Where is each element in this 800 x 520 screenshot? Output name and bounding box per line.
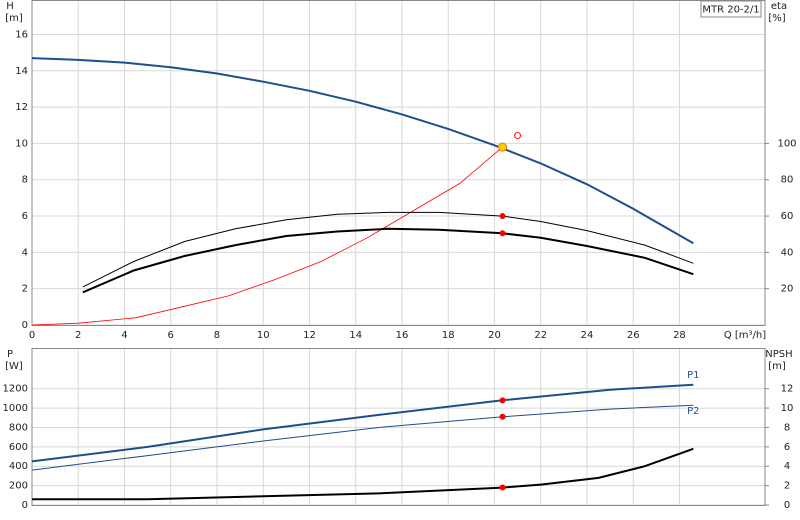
y2-tick-label: 0 (784, 500, 790, 511)
y2-axis-label: eta (771, 1, 787, 12)
y-axis-unit: [W] (5, 361, 23, 372)
curve (32, 447, 694, 501)
curve (82, 227, 694, 294)
y-tick-label: 400 (9, 461, 28, 472)
x-tick-label: 0 (29, 330, 35, 341)
y2-tick-label: 4 (784, 461, 790, 472)
curve (31, 404, 694, 471)
x-tick-label: 26 (627, 330, 640, 341)
y2-tick-label: 80 (781, 175, 794, 186)
operating-point (499, 397, 506, 404)
y2-tick-label: 10 (781, 403, 794, 414)
operating-point (498, 142, 508, 152)
y-axis-label: H (6, 1, 14, 12)
y2-tick-label: 40 (781, 247, 794, 258)
curve (31, 383, 694, 463)
operating-point (499, 230, 506, 237)
x-tick-label: 20 (488, 330, 501, 341)
x-tick-label: 14 (349, 330, 362, 341)
x-axis-label: Q [m³/h] (724, 330, 766, 341)
curve (31, 57, 694, 245)
y2-axis-unit: [%] (768, 13, 785, 24)
y-tick-label: 800 (9, 422, 28, 433)
x-tick-label: 18 (442, 330, 455, 341)
y-tick-label: 16 (15, 29, 28, 40)
operating-point (499, 413, 506, 420)
y-tick-label: 14 (15, 66, 28, 77)
y-tick-label: 1200 (3, 384, 28, 395)
legend-text: MTR 20-2/1 (702, 5, 759, 16)
curve (82, 211, 694, 288)
x-tick-label: 28 (673, 330, 686, 341)
y-tick-label: 10 (15, 138, 28, 149)
y2-tick-label: 6 (784, 442, 790, 453)
x-tick-label: 2 (75, 330, 81, 341)
y2-tick-label: 8 (784, 422, 790, 433)
x-tick-label: 10 (257, 330, 270, 341)
y-tick-label: 8 (22, 175, 28, 186)
y-tick-label: 0 (22, 320, 28, 331)
x-tick-label: 6 (168, 330, 174, 341)
y2-tick-label: 2 (784, 481, 790, 492)
operating-point (499, 484, 506, 491)
plot-frame (31, 348, 766, 506)
x-tick-label: 16 (396, 330, 409, 341)
y-tick-label: 1000 (3, 403, 28, 414)
x-tick-label: 22 (534, 330, 547, 341)
y2-tick-label: 60 (781, 211, 794, 222)
x-tick-label: 4 (121, 330, 127, 341)
annotation: O (514, 131, 522, 142)
y-tick-label: 600 (9, 442, 28, 453)
legend-box (700, 0, 762, 18)
x-tick-label: 24 (581, 330, 594, 341)
series-label: P2 (687, 406, 699, 417)
y-axis-label: P (7, 349, 13, 360)
y2-tick-label: 12 (781, 384, 794, 395)
y-tick-label: 2 (22, 284, 28, 295)
curve (31, 146, 503, 326)
y2-axis-unit: [m] (768, 361, 786, 372)
y2-tick-label: 20 (781, 284, 794, 295)
y-tick-label: 4 (22, 247, 28, 258)
x-tick-label: 12 (303, 330, 316, 341)
series-label: P1 (687, 370, 699, 381)
y2-tick-label: 100 (777, 138, 796, 149)
x-tick-label: 8 (214, 330, 220, 341)
y-tick-label: 200 (9, 481, 28, 492)
y-axis-unit: [m] (5, 13, 23, 24)
operating-point (499, 213, 506, 220)
y-tick-label: 12 (15, 102, 28, 113)
plot-frame (31, 0, 766, 326)
y-tick-label: 0 (22, 500, 28, 511)
y2-axis-label: NPSH (765, 349, 792, 360)
y-tick-label: 6 (22, 211, 28, 222)
